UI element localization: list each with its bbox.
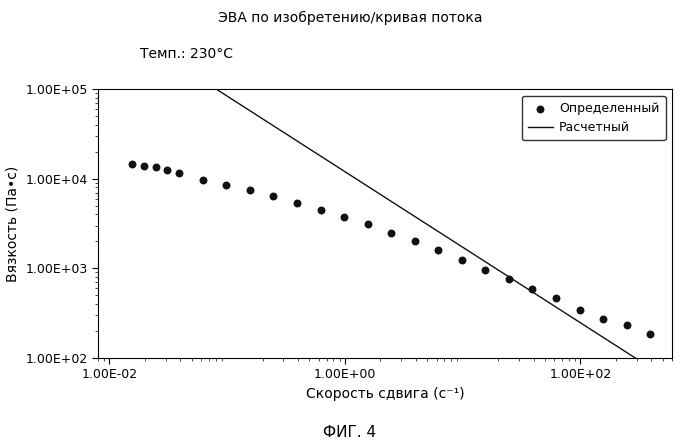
Определенный (645, 330, 656, 337)
Определенный (315, 206, 326, 213)
Расчетный (94, 11, 102, 16)
Определенный (268, 193, 279, 200)
Text: ФИГ. 4: ФИГ. 4 (323, 425, 377, 440)
Определенный (291, 199, 302, 207)
Определенный (621, 322, 632, 329)
Определенный (197, 176, 209, 183)
Определенный (162, 167, 173, 174)
Определенный (480, 266, 491, 274)
Определенный (527, 286, 538, 293)
Определенный (409, 238, 420, 245)
Определенный (174, 170, 185, 177)
Определенный (503, 275, 514, 283)
Определенный (574, 307, 585, 314)
Определенный (339, 214, 350, 221)
Определенный (127, 161, 138, 168)
Определенный (244, 187, 256, 194)
Определенный (386, 229, 397, 236)
Y-axis label: Вязкость (Па•с): Вязкость (Па•с) (6, 165, 20, 282)
Расчетный (614, 344, 622, 350)
Расчетный (435, 230, 444, 235)
Расчетный (578, 321, 586, 326)
Расчетный (668, 379, 676, 384)
Text: ЭВА по изобретению/кривая потока: ЭВА по изобретению/кривая потока (218, 11, 482, 25)
Определенный (139, 162, 150, 169)
Legend: Определенный, Расчетный: Определенный, Расчетный (522, 96, 666, 140)
Определенный (220, 181, 232, 189)
Line: Расчетный: Расчетный (98, 13, 672, 382)
Определенный (598, 316, 609, 323)
Расчетный (96, 12, 104, 17)
Определенный (362, 221, 373, 228)
Определенный (550, 295, 561, 302)
Определенный (456, 256, 468, 263)
Расчетный (433, 228, 442, 234)
Определенный (150, 164, 161, 171)
Text: Темп.: 230°C: Темп.: 230°C (140, 47, 233, 61)
Определенный (433, 246, 444, 253)
Расчетный (445, 236, 454, 241)
X-axis label: Скорость сдвига (с⁻¹): Скорость сдвига (с⁻¹) (306, 387, 464, 401)
